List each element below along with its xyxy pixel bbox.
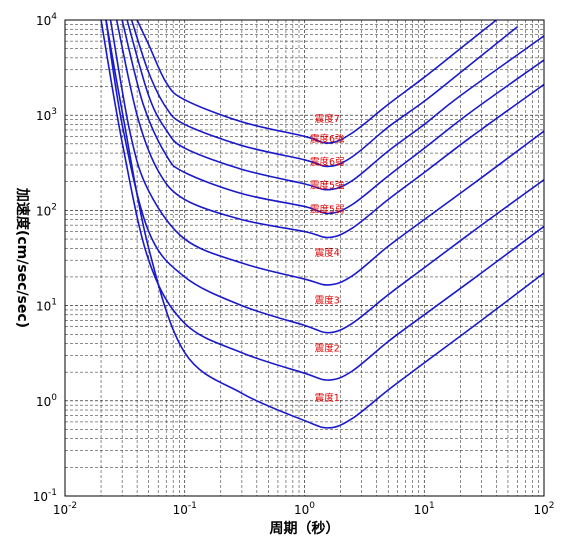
series-line-2: [100, 20, 544, 381]
x-tick-label: 101: [414, 501, 435, 517]
x-tick-label: 100: [294, 501, 315, 517]
series-line-6: [121, 20, 544, 215]
curve-label-7: 震度3: [315, 295, 340, 307]
curve-label-9: 震度1: [315, 392, 340, 404]
intensity-curves: [100, 20, 544, 429]
curve-label-6: 震度4: [315, 247, 340, 259]
y-tick-label: 103: [36, 107, 57, 123]
plot-frame: [64, 19, 545, 497]
x-tick-labels: 10-2 10-1 100 101 102: [53, 501, 555, 517]
y-tick-labels: 10-1 100 101 102 103 104: [33, 12, 58, 504]
series-line-8: [130, 20, 518, 168]
x-tick-label: 10-2: [53, 501, 77, 517]
y-tick-label: 10-1: [33, 488, 57, 504]
y-axis-label: 加速度(cm/sec/sec): [14, 187, 31, 328]
grid: [65, 20, 544, 496]
series-line-4: [109, 20, 544, 286]
series-line-3: [105, 20, 544, 334]
series-line-1: [105, 20, 544, 429]
y-tick-label: 101: [36, 298, 57, 314]
series-line-7: [126, 20, 544, 191]
x-tick-label: 10-1: [173, 501, 197, 517]
curve-label-2: 震度6強: [310, 133, 345, 145]
y-tick-label: 104: [36, 12, 57, 28]
x-tick-label: 102: [533, 501, 554, 517]
curve-label-4: 震度5強: [310, 179, 345, 191]
series-line-9: [136, 20, 497, 144]
curve-label-1: 震度7: [315, 113, 340, 125]
curve-label-8: 震度2: [315, 342, 340, 354]
y-tick-label: 102: [36, 202, 57, 218]
series-line-5: [115, 20, 544, 239]
y-tick-label: 100: [36, 393, 57, 409]
curve-label-3: 震度6弱: [310, 156, 345, 168]
curve-label-5: 震度5弱: [310, 204, 345, 216]
x-axis-label: 周期（秒）: [270, 520, 340, 537]
